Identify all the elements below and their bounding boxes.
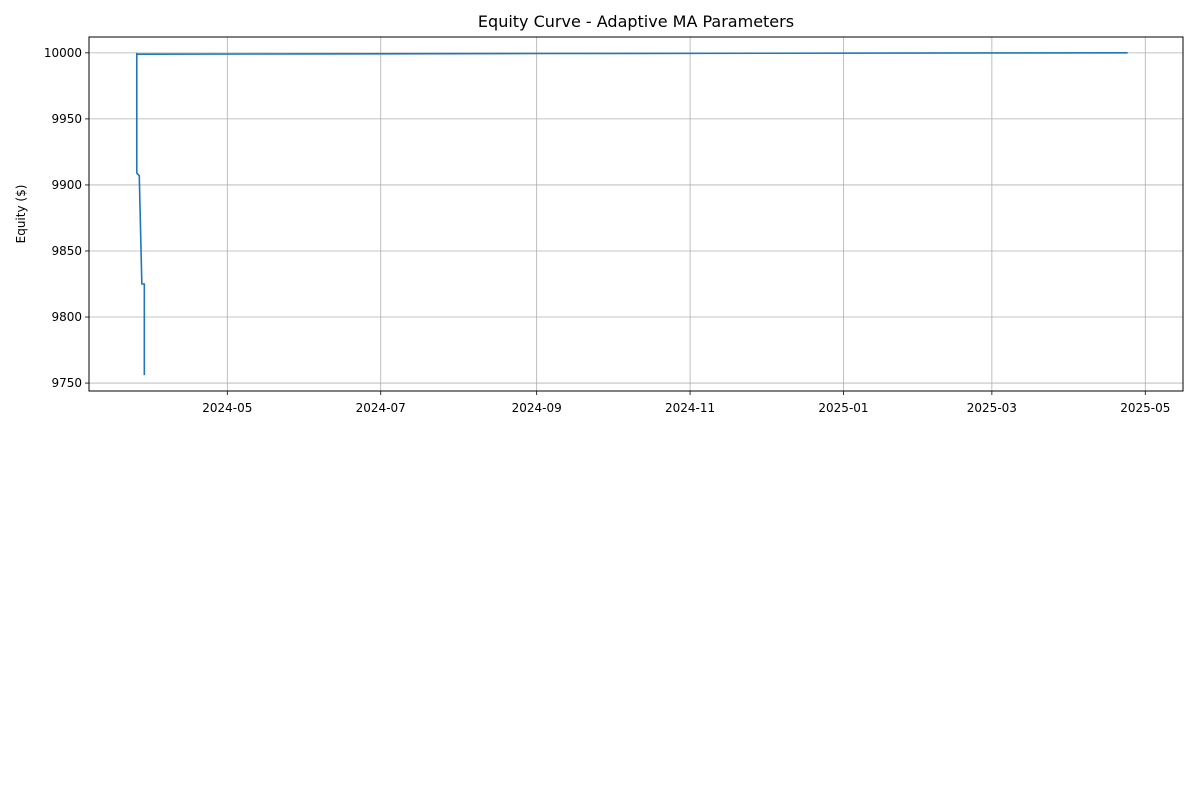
y-tick-label: 10000 — [44, 46, 82, 60]
x-tick-label: 2024-05 — [202, 401, 252, 415]
x-tick-label: 2024-07 — [356, 401, 406, 415]
x-tick-label: 2024-11 — [665, 401, 715, 415]
y-tick-label: 9750 — [51, 376, 82, 390]
y-tick-label: 9800 — [51, 310, 82, 324]
ticks-layer: 2024-05 2024-07 2024-09 2024-11 2025-01 2025-… — [44, 46, 1171, 415]
x-tick-label: 2025-05 — [1120, 401, 1170, 415]
series-layer — [135, 52, 1128, 376]
x-tick-label: 2025-01 — [818, 401, 868, 415]
x-tick-label: 2024-09 — [512, 401, 562, 415]
chart-title: Equity Curve - Adaptive MA Parameters — [478, 12, 794, 31]
y-tick-label: 9900 — [51, 178, 82, 192]
x-tick-label: 2025-03 — [967, 401, 1017, 415]
series-line — [135, 52, 1128, 376]
y-tick-label: 9950 — [51, 112, 82, 126]
y-tick-label: 9850 — [51, 244, 82, 258]
y-axis-label: Equity ($) — [14, 185, 28, 244]
plot-frame — [88, 36, 1184, 392]
